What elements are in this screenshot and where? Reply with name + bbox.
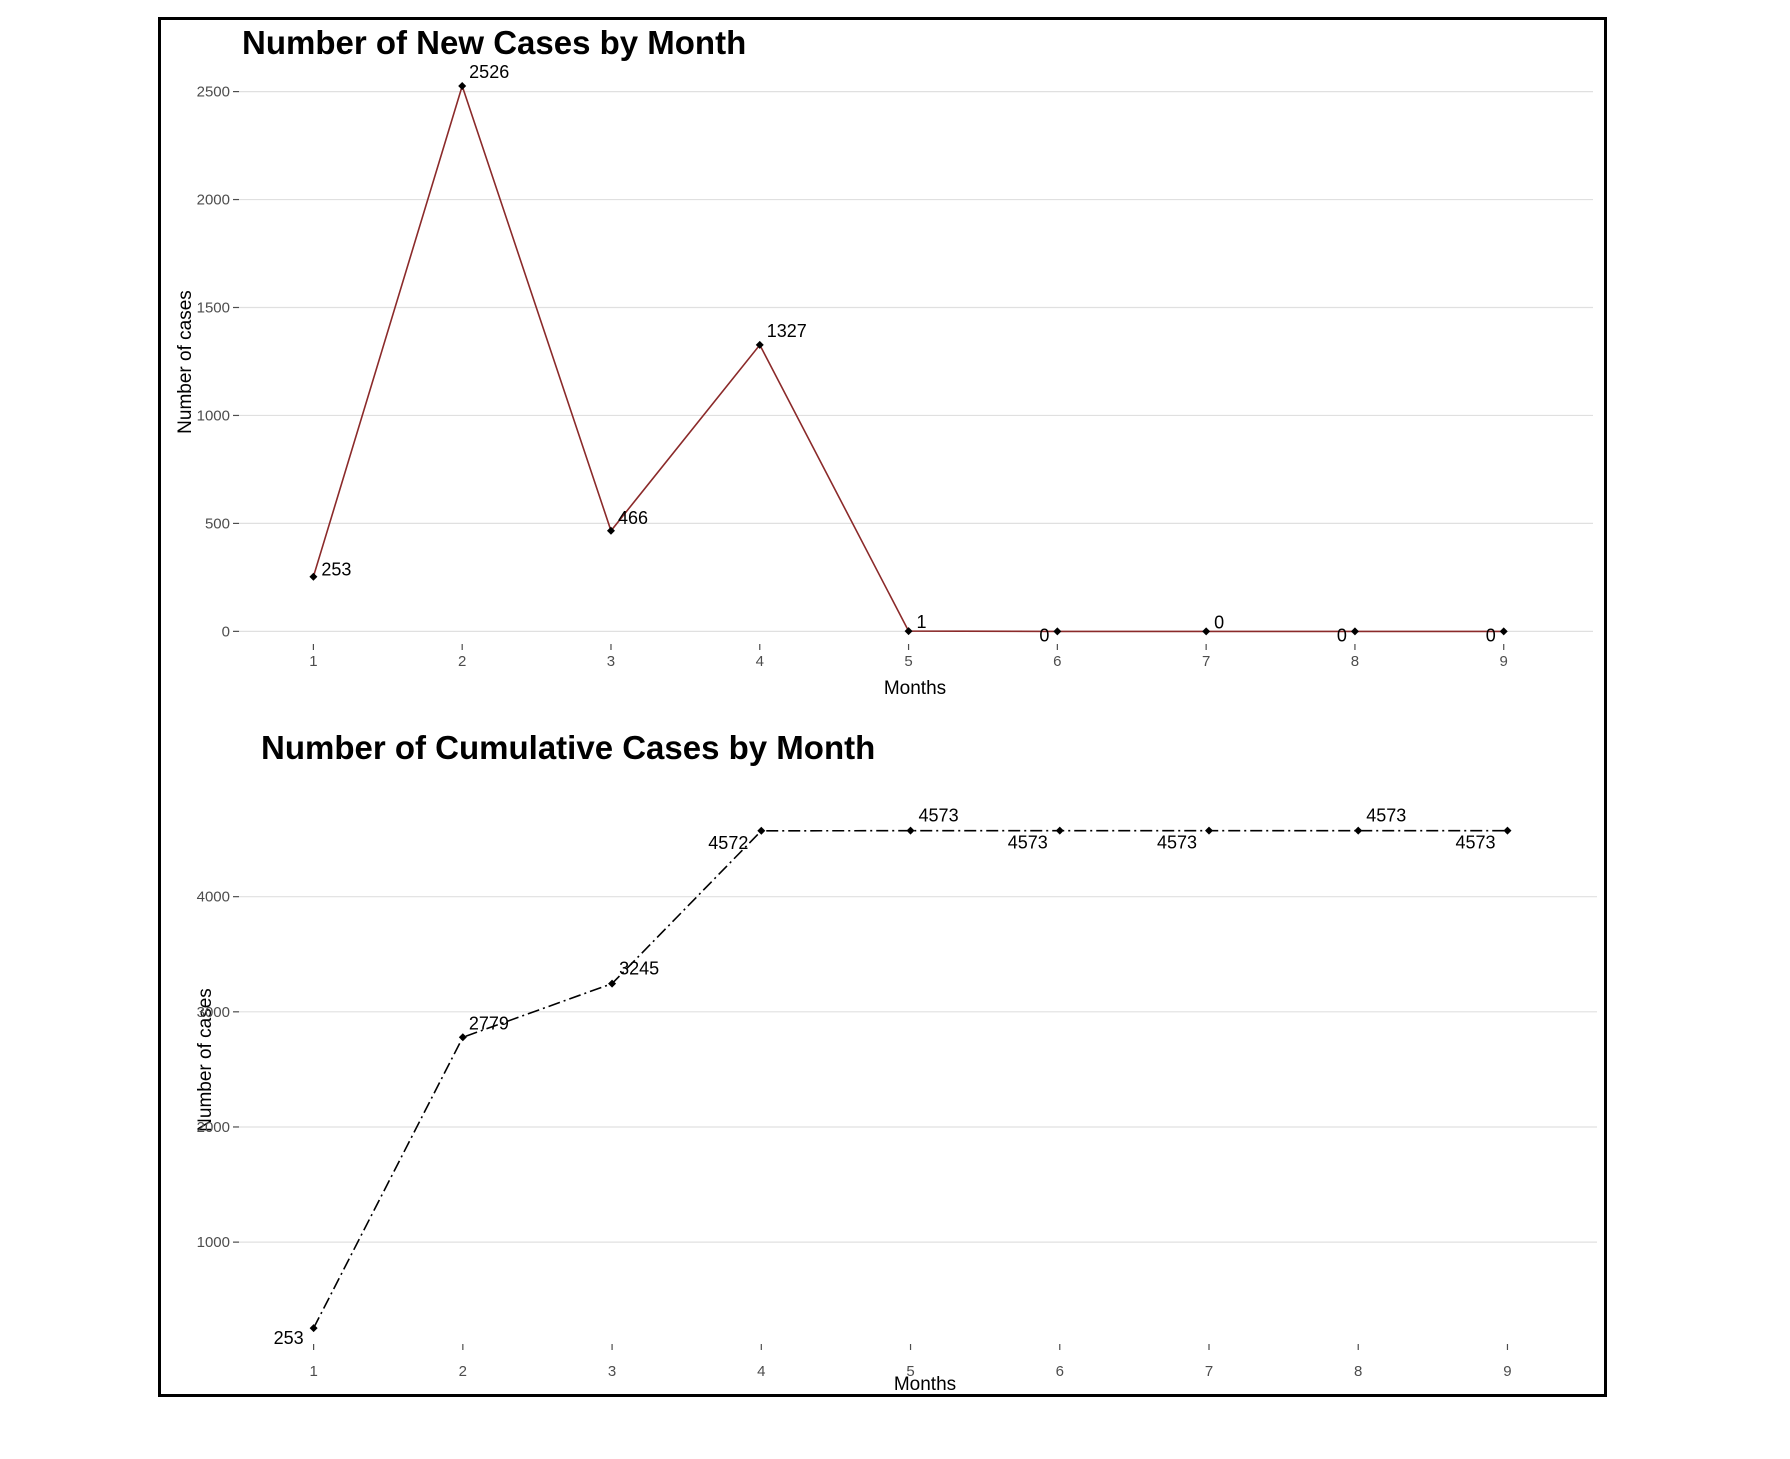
y-axis-title: Number of cases xyxy=(175,290,196,434)
data-label: 3245 xyxy=(619,959,659,979)
y-axis-title: Number of cases xyxy=(195,988,216,1132)
data-label: 466 xyxy=(618,508,648,528)
series-line xyxy=(312,83,1504,633)
data-point xyxy=(608,979,617,988)
data-point xyxy=(309,572,318,581)
chart-title: Number of Cumulative Cases by Month xyxy=(261,729,875,766)
chart-title: Number of New Cases by Month xyxy=(242,24,746,61)
data-label: 0 xyxy=(1337,625,1347,645)
x-tick-label: 4 xyxy=(757,1363,765,1380)
data-label: 2526 xyxy=(469,62,509,82)
y-tick-label: 1000 xyxy=(197,1234,230,1251)
data-point xyxy=(1202,627,1211,636)
data-points xyxy=(309,81,1508,636)
x-tick-label: 5 xyxy=(904,653,912,670)
x-tick-label: 6 xyxy=(1056,1363,1064,1380)
data-point xyxy=(1350,627,1359,636)
x-axis-title: Months xyxy=(894,1374,956,1395)
y-tick-label: 3000 xyxy=(197,1004,230,1021)
new-cases-chart: Number of New Cases by Month Months Numb… xyxy=(175,24,1593,699)
y-tick-label: 1000 xyxy=(197,407,230,424)
data-point xyxy=(606,526,615,535)
data-point xyxy=(1055,826,1064,835)
cumulative-cases-chart: Number of Cumulative Cases by Month Mont… xyxy=(195,729,1597,1395)
data-label: 253 xyxy=(274,1328,304,1348)
data-point xyxy=(309,1324,318,1333)
data-point xyxy=(906,826,915,835)
data-label: 2779 xyxy=(469,1013,509,1033)
data-point xyxy=(1205,826,1213,835)
data-points xyxy=(309,826,1512,1333)
data-label: 1 xyxy=(917,612,927,632)
x-axis-ticks: 1 2 3 4 5 6 7 8 9 xyxy=(309,644,1508,670)
x-tick-label: 7 xyxy=(1202,653,1210,670)
data-point xyxy=(757,826,766,835)
x-tick-label: 4 xyxy=(756,653,764,670)
x-tick-label: 5 xyxy=(906,1363,914,1380)
y-axis-ticks: 0 500 1000 1500 2000 2500 xyxy=(197,84,239,640)
data-label: 0 xyxy=(1214,612,1224,632)
data-point xyxy=(1499,627,1508,636)
data-label: 1327 xyxy=(767,321,807,341)
data-point xyxy=(904,627,913,636)
x-tick-label: 3 xyxy=(608,1363,616,1380)
x-tick-label: 1 xyxy=(309,1363,317,1380)
x-tick-label: 7 xyxy=(1205,1363,1213,1380)
x-tick-label: 2 xyxy=(458,653,466,670)
y-tick-label: 2500 xyxy=(197,84,230,101)
data-label: 0 xyxy=(1486,625,1496,645)
y-tick-label: 0 xyxy=(222,623,230,640)
y-gridlines xyxy=(239,896,1597,1243)
x-tick-label: 9 xyxy=(1500,653,1508,670)
x-tick-label: 8 xyxy=(1351,653,1359,670)
y-gridlines xyxy=(239,90,1593,632)
data-label: 253 xyxy=(321,560,351,580)
x-tick-label: 2 xyxy=(459,1363,467,1380)
figure-frame xyxy=(158,17,1607,1397)
data-label: 4573 xyxy=(1157,833,1197,853)
y-tick-label: 4000 xyxy=(197,889,230,906)
x-axis-ticks: 1 2 3 4 5 6 7 8 9 xyxy=(309,1344,1512,1380)
x-tick-label: 1 xyxy=(309,653,317,670)
data-label: 4573 xyxy=(1455,833,1495,853)
y-axis-ticks: 1000 2000 3000 4000 xyxy=(197,889,239,1251)
x-tick-label: 9 xyxy=(1503,1363,1511,1380)
y-tick-label: 1500 xyxy=(197,300,230,317)
data-point xyxy=(1053,627,1062,636)
data-point xyxy=(755,340,764,349)
data-label: 4572 xyxy=(708,833,748,853)
data-label: 4573 xyxy=(919,806,959,826)
y-tick-label: 500 xyxy=(205,515,230,532)
data-labels: 253 2526 466 1327 1 0 0 0 0 xyxy=(321,62,1495,645)
data-labels: 253 2779 3245 4572 4573 4573 4573 4573 4573 xyxy=(274,806,1496,1348)
data-point xyxy=(1354,826,1363,835)
data-label: 4573 xyxy=(1366,806,1406,826)
data-point xyxy=(458,81,467,90)
data-label: 0 xyxy=(1039,625,1049,645)
x-tick-label: 6 xyxy=(1053,653,1061,670)
x-tick-label: 3 xyxy=(607,653,615,670)
data-point xyxy=(1503,826,1512,835)
data-label: 4573 xyxy=(1008,833,1048,853)
y-tick-label: 2000 xyxy=(197,1119,230,1136)
y-tick-label: 2000 xyxy=(197,192,230,209)
series-line xyxy=(312,829,1508,1329)
x-tick-label: 8 xyxy=(1354,1363,1362,1380)
data-point xyxy=(458,1033,467,1042)
x-axis-title: Months xyxy=(884,678,946,699)
